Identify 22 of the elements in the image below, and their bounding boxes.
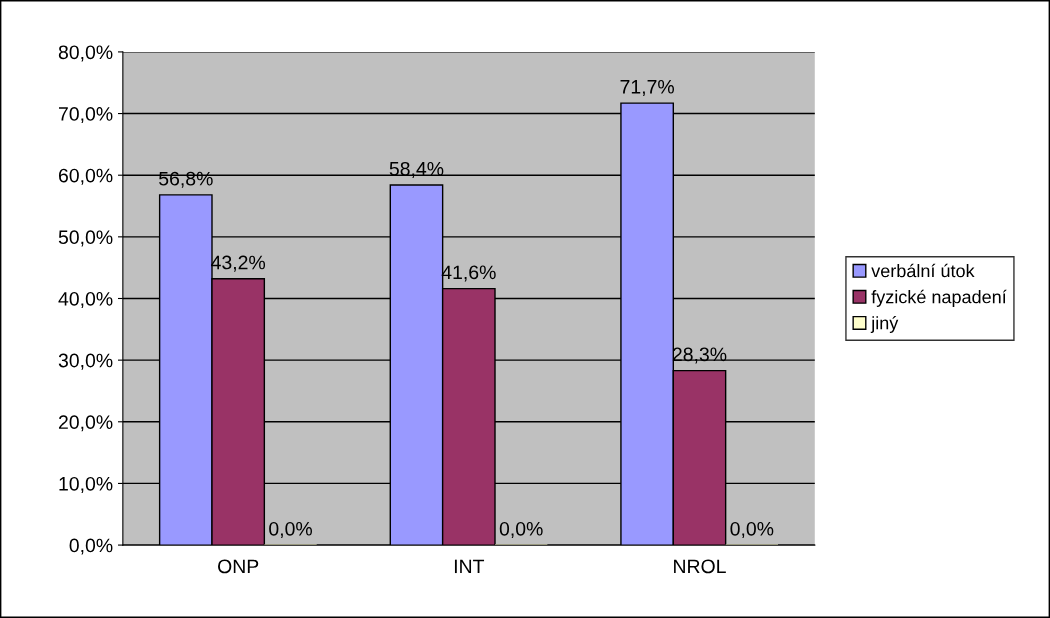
legend-label: fyzické napadení (871, 289, 1007, 307)
data-label: 0,0% (499, 521, 543, 538)
legend-label: jiný (870, 315, 899, 333)
y-tick-label: 70,0% (58, 107, 113, 124)
y-tick-label: 40,0% (58, 291, 113, 309)
data-label: 0,0% (269, 521, 312, 538)
data-label: 0,0% (730, 521, 774, 538)
data-label: 28,3% (672, 347, 727, 364)
x-tick-label: ONP (218, 559, 259, 574)
y-tick-label: 20,0% (58, 415, 113, 432)
data-label: 71,7% (620, 79, 674, 96)
x-tick-label: NROL (674, 559, 726, 574)
legend-label: verbální útok (871, 263, 975, 278)
x-tick-label: INT (454, 559, 485, 574)
y-tick-label: 10,0% (59, 476, 113, 493)
y-tick-label: 60,0% (58, 168, 113, 185)
y-tick-label: 30,0% (58, 353, 113, 370)
y-tick-label: 80,0% (58, 45, 113, 62)
y-tick-label: 0,0% (69, 538, 113, 555)
data-label: 56,8% (159, 171, 213, 188)
y-tick-label: 50,0% (58, 230, 113, 247)
data-label: 58,4% (389, 161, 444, 178)
